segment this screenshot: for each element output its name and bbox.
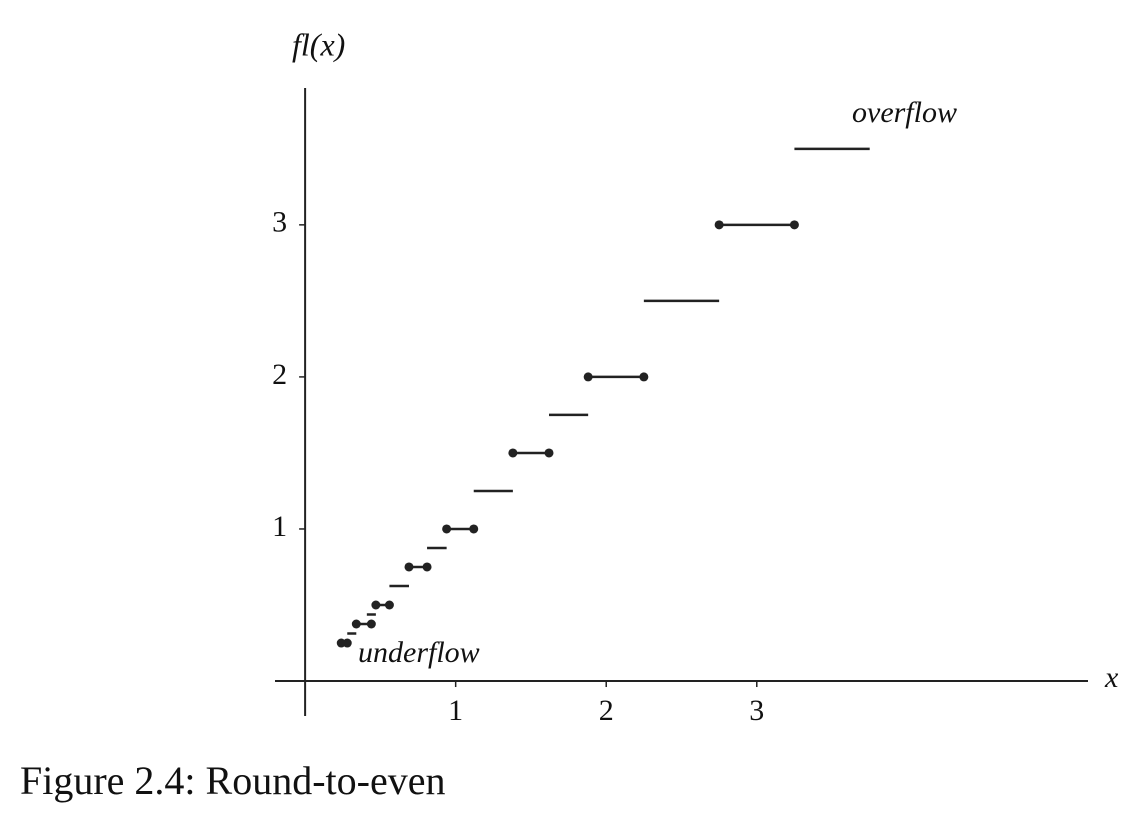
annotation: overflow	[852, 96, 957, 129]
endpoint	[422, 562, 432, 572]
endpoint	[639, 372, 649, 382]
x-tick-label: 1	[448, 694, 463, 727]
x-tick-label: 3	[749, 694, 764, 727]
endpoint	[442, 524, 452, 534]
endpoint	[366, 619, 376, 629]
endpoint	[714, 220, 724, 230]
endpoint	[384, 600, 394, 610]
endpoint	[544, 448, 554, 458]
annotation: underflow	[358, 636, 480, 669]
endpoint	[371, 600, 381, 610]
y-tick-label: 2	[272, 358, 287, 391]
endpoint	[508, 448, 518, 458]
endpoint	[469, 524, 479, 534]
caption: Figure 2.4: Round-to-even	[20, 758, 446, 803]
endpoint	[342, 638, 352, 648]
endpoint	[404, 562, 414, 572]
x-axis-label: x	[1104, 661, 1119, 694]
y-axis-label: fl(x)	[292, 26, 345, 62]
y-tick-label: 3	[272, 206, 287, 239]
endpoint	[789, 220, 799, 230]
endpoint	[583, 372, 593, 382]
x-tick-label: 2	[599, 694, 614, 727]
y-tick-label: 1	[272, 510, 287, 543]
endpoint	[351, 619, 361, 629]
